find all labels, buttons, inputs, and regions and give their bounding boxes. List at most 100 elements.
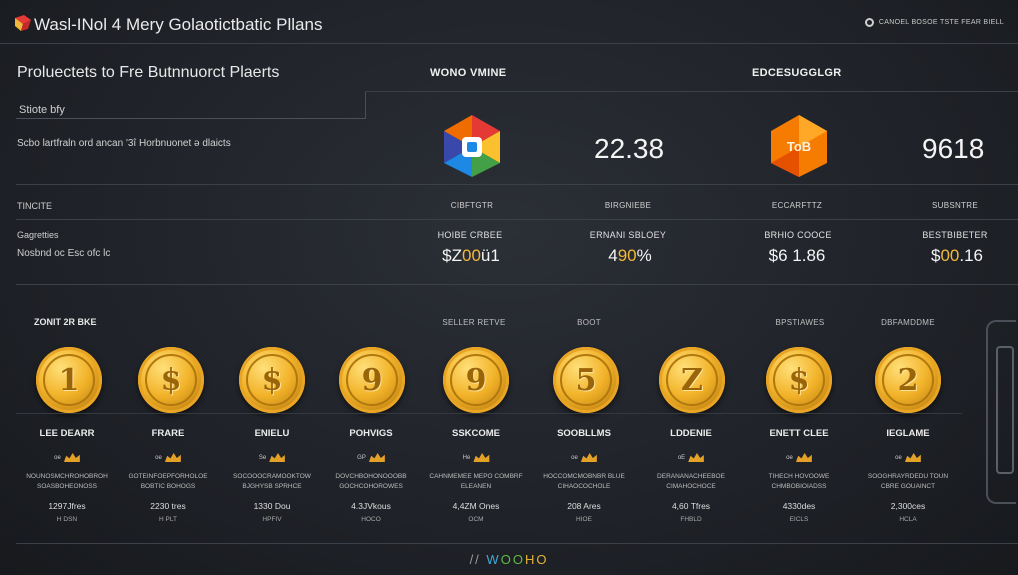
coin-tag: oe xyxy=(786,453,812,462)
coin-icon[interactable]: $ xyxy=(138,347,204,413)
title-divider xyxy=(0,43,1018,44)
stat-value-4: $00.16 xyxy=(930,246,984,265)
stat-head-4: SUBSNTRE xyxy=(932,201,978,210)
coin-tag: GP xyxy=(357,453,385,462)
coin-unit: HOCO xyxy=(361,516,381,523)
stat-head-2: BIRGNIEBE xyxy=(604,201,652,210)
section-divider-2 xyxy=(16,219,1018,220)
coin-icon[interactable]: Z xyxy=(659,347,725,413)
coin-tag: He xyxy=(463,453,490,462)
coin-name: SSKCOME xyxy=(451,428,501,439)
trend-icon xyxy=(63,453,80,462)
stat-sub-2: ERNANI SBLOEY xyxy=(589,230,667,240)
coin-name: ENETT CLEE xyxy=(769,428,829,439)
stats-row2-label: Gagretties xyxy=(17,230,59,240)
coin-amount: 4330des xyxy=(782,501,816,511)
coin-name: POHVIGS xyxy=(349,428,393,439)
coin-column-head-2: BOOT xyxy=(577,318,601,327)
coin-tag: oe xyxy=(895,453,921,462)
footer-divider xyxy=(16,543,1018,544)
coin-icon[interactable]: $ xyxy=(239,347,305,413)
app-logo-icon xyxy=(15,15,31,31)
coin-unit: EICLS xyxy=(789,516,809,523)
coin-unit: OCM xyxy=(468,516,484,523)
coin-amount: 2230 tres xyxy=(150,501,186,511)
trend-icon xyxy=(904,453,921,462)
coin-amount: 208 Ares xyxy=(567,501,601,511)
coin-name: LDDENIE xyxy=(670,428,712,439)
header-divider xyxy=(365,91,1018,92)
coin-unit: HPFIV xyxy=(262,516,282,523)
stats-row-label: TINCITE xyxy=(17,201,52,211)
trend-icon xyxy=(269,453,286,462)
coin-amount: 2,300ces xyxy=(890,501,926,511)
stat-head-3: ECCARFTTZ xyxy=(771,201,823,210)
coin-unit: HIOE xyxy=(576,516,592,523)
coin-name: SOOBLLMS xyxy=(557,428,611,439)
coin-tag: oe xyxy=(155,453,181,462)
coin-description: DOVCHBOHONOOOBB GOCHCOHOROWES xyxy=(335,473,407,490)
coin-description: TIHECH HOVOOWE CHMBOBIOIADSS xyxy=(768,473,830,490)
coin-description: NOUNOSMCHROHOBROH SOASBOHEONOSS xyxy=(26,473,108,490)
coin-name: IEGLAME xyxy=(886,428,930,439)
coin-name: LEE DEARR xyxy=(39,428,95,439)
coin-column-head-1: SELLER RETVE xyxy=(442,318,506,327)
overview-description: Scbo lartfraln ord ancan '3î Horbnuonet … xyxy=(17,138,231,149)
section-divider-1 xyxy=(16,184,1018,185)
coin-unit: H PLT xyxy=(159,516,177,523)
page-title: Proluectets to Fre Butnnuorct Plaerts xyxy=(17,64,280,81)
stat-value-3: $6 1.86 xyxy=(768,246,826,265)
coin-tag: oe xyxy=(571,453,597,462)
trend-icon xyxy=(688,453,705,462)
coin-amount: 1330 Dou xyxy=(253,501,291,511)
coin-icon[interactable]: 5 xyxy=(553,347,619,413)
stat-sub-1: HOIBE CRBEE xyxy=(437,230,503,240)
footer-brand: // WOOHO xyxy=(469,552,549,567)
coin-column-head-4: DBFAMDDME xyxy=(881,318,935,327)
coin-icon[interactable]: 2 xyxy=(875,347,941,413)
coin-tag: oE xyxy=(678,453,705,462)
stat-sub-3: BRHIO COOCE xyxy=(764,230,832,240)
coin-description: SOCOOOCRAMOOKTOW BJGHYSB SPRHCE xyxy=(233,473,311,490)
coin-icon[interactable]: 9 xyxy=(443,347,509,413)
scrollbar-thumb[interactable] xyxy=(996,346,1014,474)
coin-description: GOTEINFOEPFORHOLOE BOBTIC BOHOGS xyxy=(128,473,208,490)
status-panel xyxy=(16,91,366,119)
coin-unit: H DSN xyxy=(56,516,78,523)
scrollbar-track[interactable] xyxy=(986,320,1016,504)
stat-sub-4: BESTBIBETER xyxy=(922,230,988,240)
provider-value-2: 9618 xyxy=(922,133,985,164)
coin-icon[interactable]: 9 xyxy=(339,347,405,413)
coin-amount: 4.3JVkous xyxy=(351,501,391,511)
provider-logo-icon-2[interactable]: ToB xyxy=(769,113,829,179)
coins-row-divider xyxy=(16,413,962,414)
coin-tag: oe xyxy=(54,453,80,462)
stat-head-1: CIBFTGTR xyxy=(450,201,494,210)
coin-tag: Se xyxy=(259,453,286,462)
window-title: Wasl-INol 4 Mery Golaotictbatic Pllans xyxy=(34,15,323,34)
provider-header-2: EDCESUGGLGR xyxy=(752,67,842,79)
trend-icon xyxy=(795,453,812,462)
trend-icon xyxy=(164,453,181,462)
provider-value-1: 22.38 xyxy=(594,133,665,164)
provider-header-1: WONO VMINE xyxy=(430,67,507,79)
coin-icon[interactable]: $ xyxy=(766,347,832,413)
coin-amount: 1297Jfres xyxy=(48,501,86,511)
top-right-menu[interactable]: CANOEL BOSOE TSTE FEAR BIELL xyxy=(864,18,1004,27)
coin-amount: 4,4ZM Ones xyxy=(452,501,500,511)
coin-column-head-3: BPSTIAWES xyxy=(775,318,825,327)
coin-amount: 4,60 Tfres xyxy=(671,501,711,511)
section-divider-3 xyxy=(16,284,1018,285)
stat-value-2: 490% xyxy=(608,246,652,265)
coin-icon[interactable]: 1 xyxy=(36,347,102,413)
coin-description: HOCCOMCMOBNBR BLUE CIHAOCOCHOLE xyxy=(543,473,625,490)
coin-description: DERANANACHEEBOE CIMAHOCHOCE xyxy=(657,473,725,490)
trend-icon xyxy=(580,453,597,462)
provider-logo-icon-1[interactable] xyxy=(442,113,502,179)
top-right-label: CANOEL BOSOE TSTE FEAR BIELL xyxy=(878,19,1004,26)
settings-icon[interactable] xyxy=(864,18,874,27)
status-label[interactable]: Stiote bfy xyxy=(19,104,65,116)
coin-description: CAHNMEMEE MEPO COMBRF ELEANEN xyxy=(429,473,523,490)
coin-description: SOOGHRAYRDEDU TOUN CBRE GOUAINCT xyxy=(867,473,949,490)
provider-logo-text: ToB xyxy=(787,139,811,154)
